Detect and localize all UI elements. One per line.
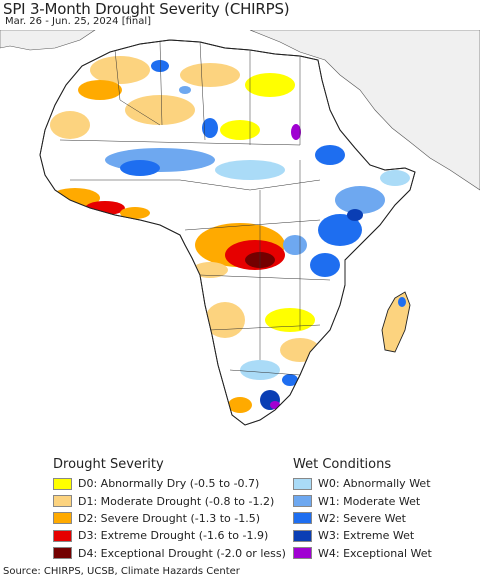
legend-swatch [293, 477, 312, 490]
legend-swatch [53, 495, 72, 508]
legend-item-d4: D4: Exceptional Drought (-2.0 or less) [53, 545, 286, 562]
legend-swatch [293, 529, 312, 542]
madagascar-wet-patch [398, 297, 406, 307]
legend-item-d0: D0: Abnormally Dry (-0.5 to -0.7) [53, 475, 286, 492]
madagascar [381, 291, 411, 353]
legend-label: D2: Severe Drought (-1.3 to -1.5) [78, 511, 261, 525]
legend-label: D4: Exceptional Drought (-2.0 or less) [78, 546, 286, 560]
country-borders [59, 41, 331, 376]
legend-item-w3: W3: Extreme Wet [293, 527, 432, 544]
legend-swatch [53, 512, 72, 525]
legend-label: W0: Abnormally Wet [318, 477, 431, 491]
legend-swatch [53, 529, 72, 542]
legend-item-w1: W1: Moderate Wet [293, 492, 432, 509]
legend-item-w2: W2: Severe Wet [293, 510, 432, 527]
legend-item-d1: D1: Moderate Drought (-0.8 to -1.2) [53, 492, 286, 509]
legend-item-d3: D3: Extreme Drought (-1.6 to -1.9) [53, 527, 286, 544]
legend-swatch [53, 477, 72, 490]
legend-label: D1: Moderate Drought (-0.8 to -1.2) [78, 494, 275, 508]
legend-label: D3: Extreme Drought (-1.6 to -1.9) [78, 529, 269, 543]
legend-item-w0: W0: Abnormally Wet [293, 475, 432, 492]
legend-swatch [293, 512, 312, 525]
drought-legend: Drought Severity D0: Abnormally Dry (-0.… [53, 456, 286, 562]
middle-east-landmass [249, 30, 480, 191]
legend-label: W4: Exceptional Wet [318, 546, 432, 560]
legend-item-w4: W4: Exceptional Wet [293, 545, 432, 562]
legend: Drought Severity D0: Abnormally Dry (-0.… [0, 456, 480, 566]
legend-swatch [293, 547, 312, 560]
legend-item-d2: D2: Severe Drought (-1.3 to -1.5) [53, 510, 286, 527]
legend-label: W1: Moderate Wet [318, 494, 421, 508]
drought-legend-heading: Drought Severity [53, 457, 164, 472]
map-title: SPI 3-Month Drought Severity (CHIRPS) [3, 0, 290, 18]
wet-legend-heading: Wet Conditions [293, 457, 392, 472]
legend-swatch [293, 495, 312, 508]
drought-map [0, 30, 480, 460]
map-svg [0, 30, 480, 460]
wet-legend: Wet Conditions W0: Abnormally Wet W1: Mo… [293, 456, 432, 562]
legend-label: W3: Extreme Wet [318, 529, 415, 543]
source-credit: Source: CHIRPS, UCSB, Climate Hazards Ce… [3, 566, 240, 577]
legend-swatch [53, 547, 72, 560]
legend-label: W2: Severe Wet [318, 511, 406, 525]
europe-landmass [0, 30, 96, 51]
africa-outline [39, 39, 416, 426]
legend-label: D0: Abnormally Dry (-0.5 to -0.7) [78, 477, 260, 491]
map-subtitle: Mar. 26 - Jun. 25, 2024 [final] [5, 16, 152, 27]
